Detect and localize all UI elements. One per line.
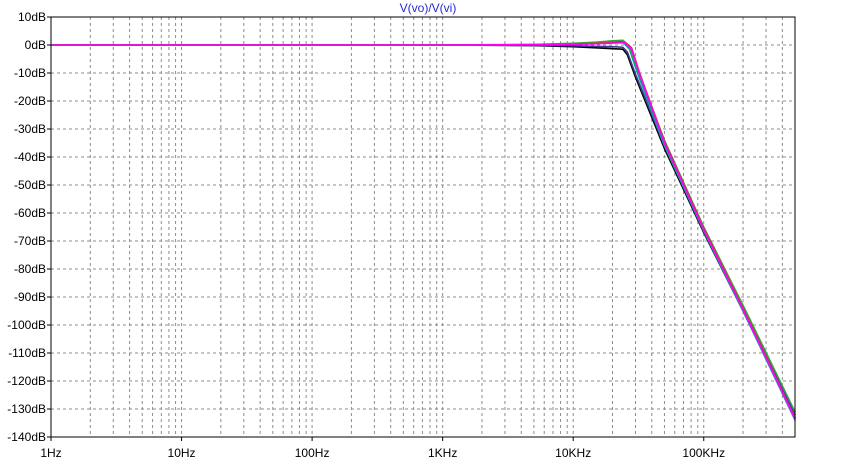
y-tick-label: -80dB bbox=[14, 262, 46, 276]
x-tick-label: 1Hz bbox=[40, 446, 61, 460]
y-tick-label: -60dB bbox=[14, 206, 46, 220]
x-tick-label: 10Hz bbox=[168, 446, 196, 460]
chart-title: V(vo)/V(vi) bbox=[400, 1, 457, 15]
series-group bbox=[50, 39, 796, 422]
x-tick-label: 100Hz bbox=[295, 446, 330, 460]
x-tick-label: 1KHz bbox=[428, 446, 457, 460]
y-tick-label: -30dB bbox=[14, 122, 46, 136]
y-tick-label: -70dB bbox=[14, 234, 46, 248]
x-tick-label: 10KHz bbox=[555, 446, 591, 460]
y-tick-label: -10dB bbox=[14, 66, 46, 80]
x-axis: 1Hz 10Hz 100Hz 1KHz 10KHz 100KHz bbox=[40, 437, 725, 460]
plot-frame bbox=[50, 16, 796, 438]
y-tick-label: -20dB bbox=[14, 94, 46, 108]
y-tick-label: 0dB bbox=[25, 38, 46, 52]
y-tick-label: -100dB bbox=[7, 318, 46, 332]
y-tick-label: 10dB bbox=[18, 10, 46, 24]
x-tick-label: 100KHz bbox=[682, 446, 725, 460]
grid bbox=[51, 17, 795, 437]
y-tick-label: -90dB bbox=[14, 290, 46, 304]
y-tick-label: -110dB bbox=[8, 346, 46, 360]
series-line-7 bbox=[50, 41, 796, 420]
y-axis: 10dB 0dB -10dB -20dB -30dB -40dB -50dB -60dB -70… bbox=[7, 10, 51, 444]
y-tick-label: -50dB bbox=[14, 178, 46, 192]
y-tick-label: -40dB bbox=[14, 150, 46, 164]
y-tick-label: -140dB bbox=[7, 430, 46, 444]
y-tick-label: -130dB bbox=[7, 402, 46, 416]
y-tick-label: -120dB bbox=[7, 374, 46, 388]
